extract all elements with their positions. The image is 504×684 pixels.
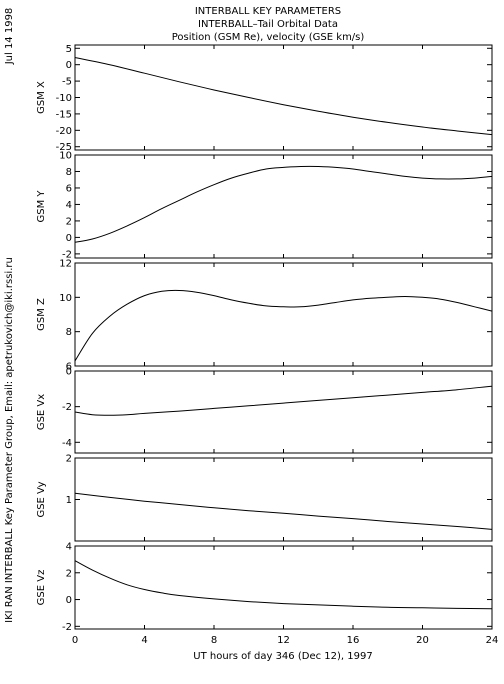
panel-frame-4 bbox=[74, 370, 493, 454]
panel-2-ytick-label: 4 bbox=[66, 200, 72, 211]
panel-3-ytick-label: 6 bbox=[66, 362, 72, 373]
series-line-gse-vz bbox=[74, 560, 493, 610]
chart-title-line-1: INTERBALL KEY PARAMETERS bbox=[195, 6, 341, 17]
x-tick-label: 20 bbox=[416, 635, 429, 646]
side-credit-label: IKI RAN INTERBALL Key Parameter Group, E… bbox=[4, 257, 15, 623]
panel-5-ytick-label: 2 bbox=[66, 454, 72, 465]
panel-4-ytick-label: 0 bbox=[66, 367, 72, 378]
panel-frame-1 bbox=[74, 44, 493, 151]
chart-title-line-2: INTERBALL–Tail Orbital Data bbox=[198, 19, 338, 30]
series-line-gsm-x bbox=[74, 57, 493, 136]
x-axis-label: UT hours of day 346 (Dec 12), 1997 bbox=[193, 651, 372, 662]
panel-1-ytick-label: -25 bbox=[56, 142, 72, 153]
panel-1-ytick-label: -20 bbox=[56, 126, 72, 137]
panel-1-ytick-label: -5 bbox=[62, 77, 72, 88]
chart-title-line-3: Position (GSM Re), velocity (GSE km/s) bbox=[172, 32, 365, 43]
series-line-gsm-z bbox=[74, 289, 493, 362]
panel-1-ytick-label: 0 bbox=[66, 60, 72, 71]
panel-6-ytick-label: 2 bbox=[66, 568, 72, 579]
panel-1-ytick-label: -15 bbox=[56, 109, 72, 120]
panel-1-ytick-label: 5 bbox=[66, 44, 72, 55]
panel-1-ytick-label: -10 bbox=[56, 93, 72, 104]
panel-3-ylabel: GSM Z bbox=[36, 298, 47, 331]
x-tick-label: 24 bbox=[486, 635, 499, 646]
panel-2-ytick-label: 2 bbox=[66, 216, 72, 227]
panel-1-ylabel: GSM X bbox=[36, 81, 47, 114]
panel-3-ytick-label: 12 bbox=[59, 259, 72, 270]
panel-2-ylabel: GSM Y bbox=[36, 190, 47, 223]
side-date-label: Jul 14 1998 bbox=[4, 8, 15, 66]
series-line-gse-vy bbox=[74, 492, 493, 530]
panel-5-ylabel: GSE Vy bbox=[36, 481, 47, 517]
panel-3-ytick-label: 8 bbox=[66, 327, 72, 338]
x-tick-label: 0 bbox=[72, 635, 78, 646]
panel-6-ytick-label: -2 bbox=[62, 622, 72, 633]
panel-frame-5 bbox=[74, 457, 493, 542]
series-line-gsm-y bbox=[74, 165, 493, 243]
series-line-gse-vx bbox=[74, 385, 493, 416]
x-tick-label: 4 bbox=[141, 635, 147, 646]
panel-4-ytick-label: -4 bbox=[62, 438, 72, 449]
panel-6-ytick-label: 0 bbox=[66, 595, 72, 606]
x-tick-label: 16 bbox=[347, 635, 360, 646]
panel-4-ylabel: GSE Vx bbox=[36, 394, 47, 430]
panel-6-ytick-label: 4 bbox=[66, 542, 72, 553]
panel-2-ytick-label: 0 bbox=[66, 233, 72, 244]
panel-6-ylabel: GSE Vz bbox=[36, 570, 47, 606]
panel-2-ytick-label: 10 bbox=[59, 151, 72, 162]
panel-3-ytick-label: 10 bbox=[59, 293, 72, 304]
panel-5-ytick-label: 1 bbox=[66, 495, 72, 506]
panel-frame-2 bbox=[74, 154, 493, 259]
panel-4-ytick-label: -2 bbox=[62, 402, 72, 413]
panel-frame-3 bbox=[74, 262, 493, 367]
panel-2-ytick-label: 8 bbox=[66, 167, 72, 178]
x-tick-label: 12 bbox=[277, 635, 290, 646]
x-tick-label: 8 bbox=[211, 635, 217, 646]
panel-2-ytick-label: -2 bbox=[62, 249, 72, 260]
panel-2-ytick-label: 6 bbox=[66, 183, 72, 194]
